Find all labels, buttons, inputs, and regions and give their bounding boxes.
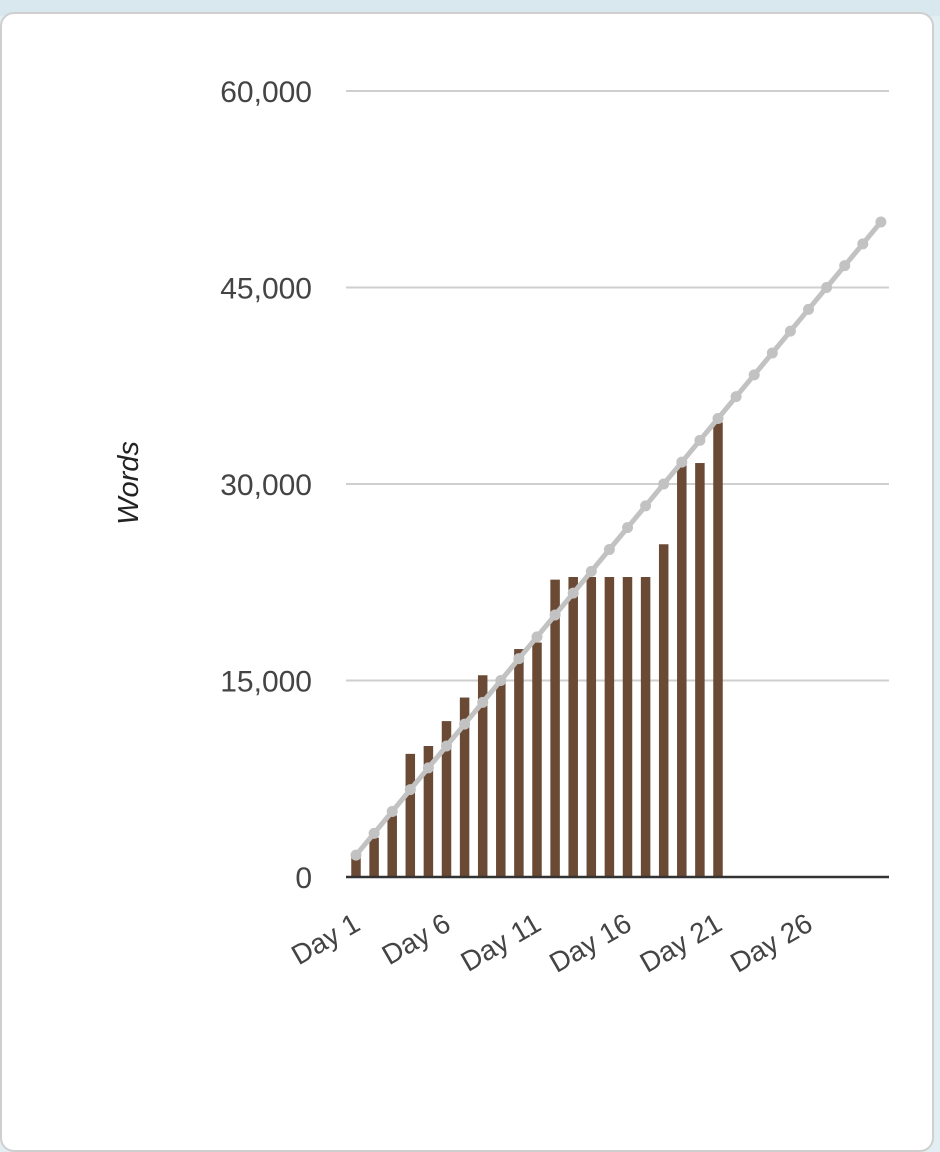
bar — [496, 680, 506, 877]
line-point — [766, 347, 778, 359]
x-tick-label: Day 26 — [725, 907, 817, 978]
line-point — [549, 609, 561, 621]
bar — [459, 697, 470, 877]
bar — [586, 577, 597, 877]
bar — [658, 544, 669, 877]
gridlines — [346, 90, 889, 682]
target-line — [353, 219, 884, 858]
bar — [441, 721, 452, 877]
bar — [713, 422, 723, 877]
y-tick-label: 15,000 — [220, 666, 312, 699]
line-point — [748, 369, 760, 381]
bar — [351, 854, 361, 877]
bar — [405, 753, 416, 877]
line-point — [712, 413, 724, 424]
x-tick-label: Day 11 — [455, 907, 546, 977]
bar — [568, 577, 578, 877]
line-point — [513, 653, 525, 665]
line-point — [495, 675, 507, 686]
line-point — [658, 478, 670, 490]
line-point — [694, 434, 706, 446]
y-tick-label: 60,000 — [220, 76, 312, 109]
bar — [550, 579, 560, 877]
bar — [387, 815, 397, 877]
line-point — [821, 282, 833, 293]
line-point — [803, 303, 814, 315]
bar-series — [351, 422, 723, 877]
y-tick-label: 30,000 — [220, 469, 312, 502]
bar — [514, 649, 524, 877]
line-point — [622, 522, 633, 534]
line-point — [404, 784, 416, 796]
line-point — [386, 806, 398, 817]
line-point — [422, 762, 434, 774]
line-point — [567, 587, 579, 599]
bar — [640, 577, 651, 877]
line-point — [676, 456, 688, 468]
y-tick-label: 0 — [295, 862, 312, 895]
line-point — [730, 391, 742, 403]
x-tick-label: Day 21 — [635, 907, 727, 978]
bar — [695, 463, 705, 877]
bar — [532, 642, 542, 877]
x-tick-label: Day 1 — [286, 907, 365, 970]
x-tick-label: Day 6 — [377, 907, 456, 970]
line-point — [585, 565, 597, 577]
bar — [423, 746, 434, 877]
line-point — [350, 849, 362, 861]
line-point — [640, 500, 652, 512]
line-point — [839, 260, 851, 272]
line-point — [857, 238, 869, 250]
bar — [677, 464, 687, 877]
line-point — [477, 696, 489, 708]
bar — [369, 837, 379, 877]
line-point — [603, 544, 615, 555]
line-point — [784, 325, 796, 337]
line-point — [441, 740, 452, 752]
line-point — [531, 631, 543, 643]
line-point — [459, 718, 471, 730]
chart-card — [0, 12, 934, 1152]
x-tick-label: Day 16 — [544, 907, 636, 978]
bar — [477, 675, 488, 877]
line-point — [368, 827, 380, 839]
bar — [622, 577, 633, 877]
bar — [604, 577, 615, 877]
y-axis-ticks: 0 15,000 30,000 45,000 60,000 — [220, 76, 312, 895]
line-point — [875, 216, 887, 228]
y-tick-label: 45,000 — [220, 273, 312, 306]
y-axis-label: Words — [113, 441, 145, 525]
line-series — [350, 216, 887, 861]
